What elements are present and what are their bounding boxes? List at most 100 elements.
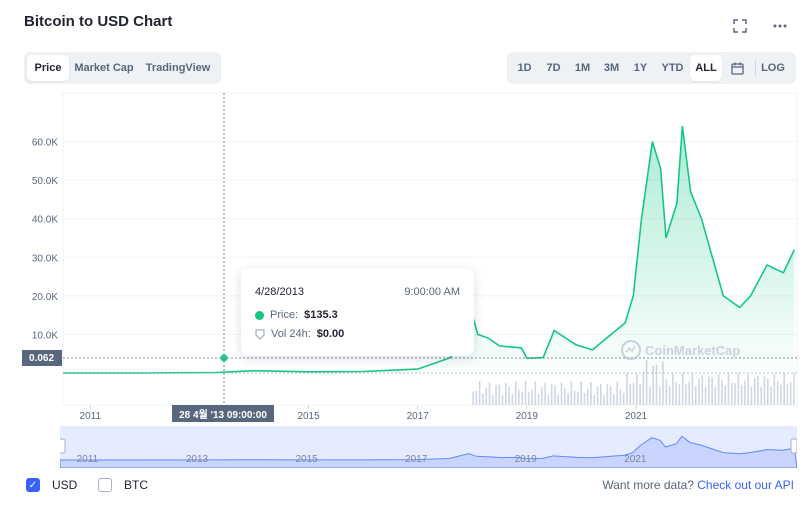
api-promo-text: Want more data? [602, 478, 694, 492]
tab-price[interactable]: Price [27, 55, 69, 81]
volume-bar [580, 381, 582, 405]
volume-bar [626, 373, 628, 405]
tooltip-price-row: Price: $135.3 [255, 309, 338, 321]
crosshair-point [220, 354, 228, 362]
volume-bar [573, 390, 576, 405]
log-scale-button[interactable]: LOG [761, 62, 785, 74]
navigator-series [59, 435, 798, 469]
volume-bar [770, 386, 772, 405]
volume-shield-icon [255, 328, 265, 340]
range-ytd-button[interactable]: YTD [661, 62, 684, 74]
volume-bar [776, 381, 779, 405]
volume-bar [737, 373, 740, 405]
navigator-tick-label: 2013 [186, 454, 209, 465]
navigator-tick-label: 2019 [515, 454, 538, 465]
volume-bar [642, 371, 645, 405]
volume-bar [514, 381, 517, 405]
navigator-tick-label: 2017 [405, 454, 428, 465]
volume-bar [658, 386, 661, 405]
range-1d-button[interactable]: 1D [517, 62, 532, 74]
range-1m-button[interactable]: 1M [574, 62, 591, 74]
navigator-tick-label: 2021 [624, 454, 647, 465]
volume-bar [554, 385, 556, 405]
volume-bar [609, 386, 612, 405]
range-all-button[interactable]: ALL [690, 55, 722, 81]
volume-bar [734, 383, 736, 405]
volume-bar [675, 381, 677, 405]
range-navigator[interactable]: 2011 2013 2015 2017 2019 2021 [58, 426, 798, 469]
crosshair-y-label: 0.062 [22, 350, 62, 366]
tooltip-volume-value: $0.00 [316, 328, 345, 340]
price-area [63, 126, 795, 373]
fullscreen-icon[interactable] [729, 16, 751, 36]
volume-bar [632, 382, 635, 405]
volume-bar [511, 394, 514, 405]
x-tick-label: 2011 [80, 411, 102, 422]
btc-checkbox[interactable]: BTC [98, 478, 148, 492]
volume-bar [655, 364, 658, 405]
volume-bar [485, 388, 487, 405]
volume-bar [527, 392, 530, 405]
volume-bar [740, 385, 743, 405]
volume-bar [547, 394, 550, 405]
y-tick-label: 40.0K [32, 215, 58, 226]
volume-bar [495, 385, 497, 405]
volume-bar [541, 387, 543, 405]
volume-bar [757, 375, 759, 405]
y-tick-label: 10.0K [32, 330, 58, 341]
volume-bar [518, 389, 520, 405]
volume-bar [577, 391, 579, 405]
x-tick-label: 2021 [625, 411, 648, 422]
volume-bar [491, 394, 494, 405]
price-chart[interactable]: 10.0K 20.0K 30.0K 40.0K 50.0K 60.0K 2011 2015 2… [0, 92, 810, 422]
volume-bar [593, 394, 596, 405]
tooltip-volume-label: Vol 24h: [271, 328, 311, 340]
volume-bar [475, 390, 478, 405]
volume-bar [629, 383, 632, 405]
watermark: CoinMarketCap [621, 340, 740, 360]
navigator-tick-label: 2011 [77, 454, 99, 465]
range-7d-button[interactable]: 7D [546, 62, 561, 74]
volume-bar [557, 394, 560, 405]
volume-bar [665, 379, 668, 405]
api-link[interactable]: Check out our API [697, 478, 794, 492]
volume-bar [678, 384, 681, 405]
x-tick-label: 2015 [297, 411, 320, 422]
navigator-left-handle[interactable] [58, 438, 66, 454]
volume-bar [793, 373, 795, 405]
tooltip-date: 4/28/2013 [255, 286, 304, 298]
navigator-right-handle[interactable] [790, 438, 798, 454]
volume-bar [488, 382, 491, 405]
calendar-icon[interactable] [722, 55, 752, 81]
volume-bar [606, 383, 609, 405]
volume-bar [636, 373, 638, 405]
view-tabs: Price Market Cap TradingView [24, 52, 221, 84]
volume-bar [613, 394, 615, 405]
tab-tradingview[interactable]: TradingView [145, 62, 211, 74]
volume-bar [760, 386, 763, 405]
volume-bar [681, 373, 684, 405]
volume-bar [596, 386, 599, 405]
tab-market-cap[interactable]: Market Cap [74, 62, 134, 74]
y-tick-label: 20.0K [32, 292, 58, 303]
range-buttons: 1D 7D 1M 3M 1Y YTD ALL LOG [507, 52, 796, 84]
volume-bar [789, 382, 792, 405]
y-tick-label: 60.0K [32, 138, 58, 149]
more-icon[interactable] [769, 16, 791, 36]
range-1y-button[interactable]: 1Y [633, 62, 648, 74]
volume-bar [672, 373, 674, 405]
volume-bar [786, 383, 789, 405]
watermark-text: CoinMarketCap [645, 343, 740, 358]
navigator-tick-label: 2015 [295, 454, 318, 465]
usd-checkbox[interactable]: ✓ USD [26, 478, 77, 492]
btc-label: BTC [124, 478, 148, 492]
tooltip-time: 9:00:00 AM [404, 286, 460, 298]
volume-bar [534, 381, 537, 405]
volume-bar [694, 386, 697, 405]
volume-bar [649, 386, 651, 405]
volume-bar [744, 380, 746, 405]
volume-bar [560, 382, 563, 405]
volume-bar [550, 384, 553, 405]
range-3m-button[interactable]: 3M [603, 62, 620, 74]
volume-bar [508, 387, 510, 405]
